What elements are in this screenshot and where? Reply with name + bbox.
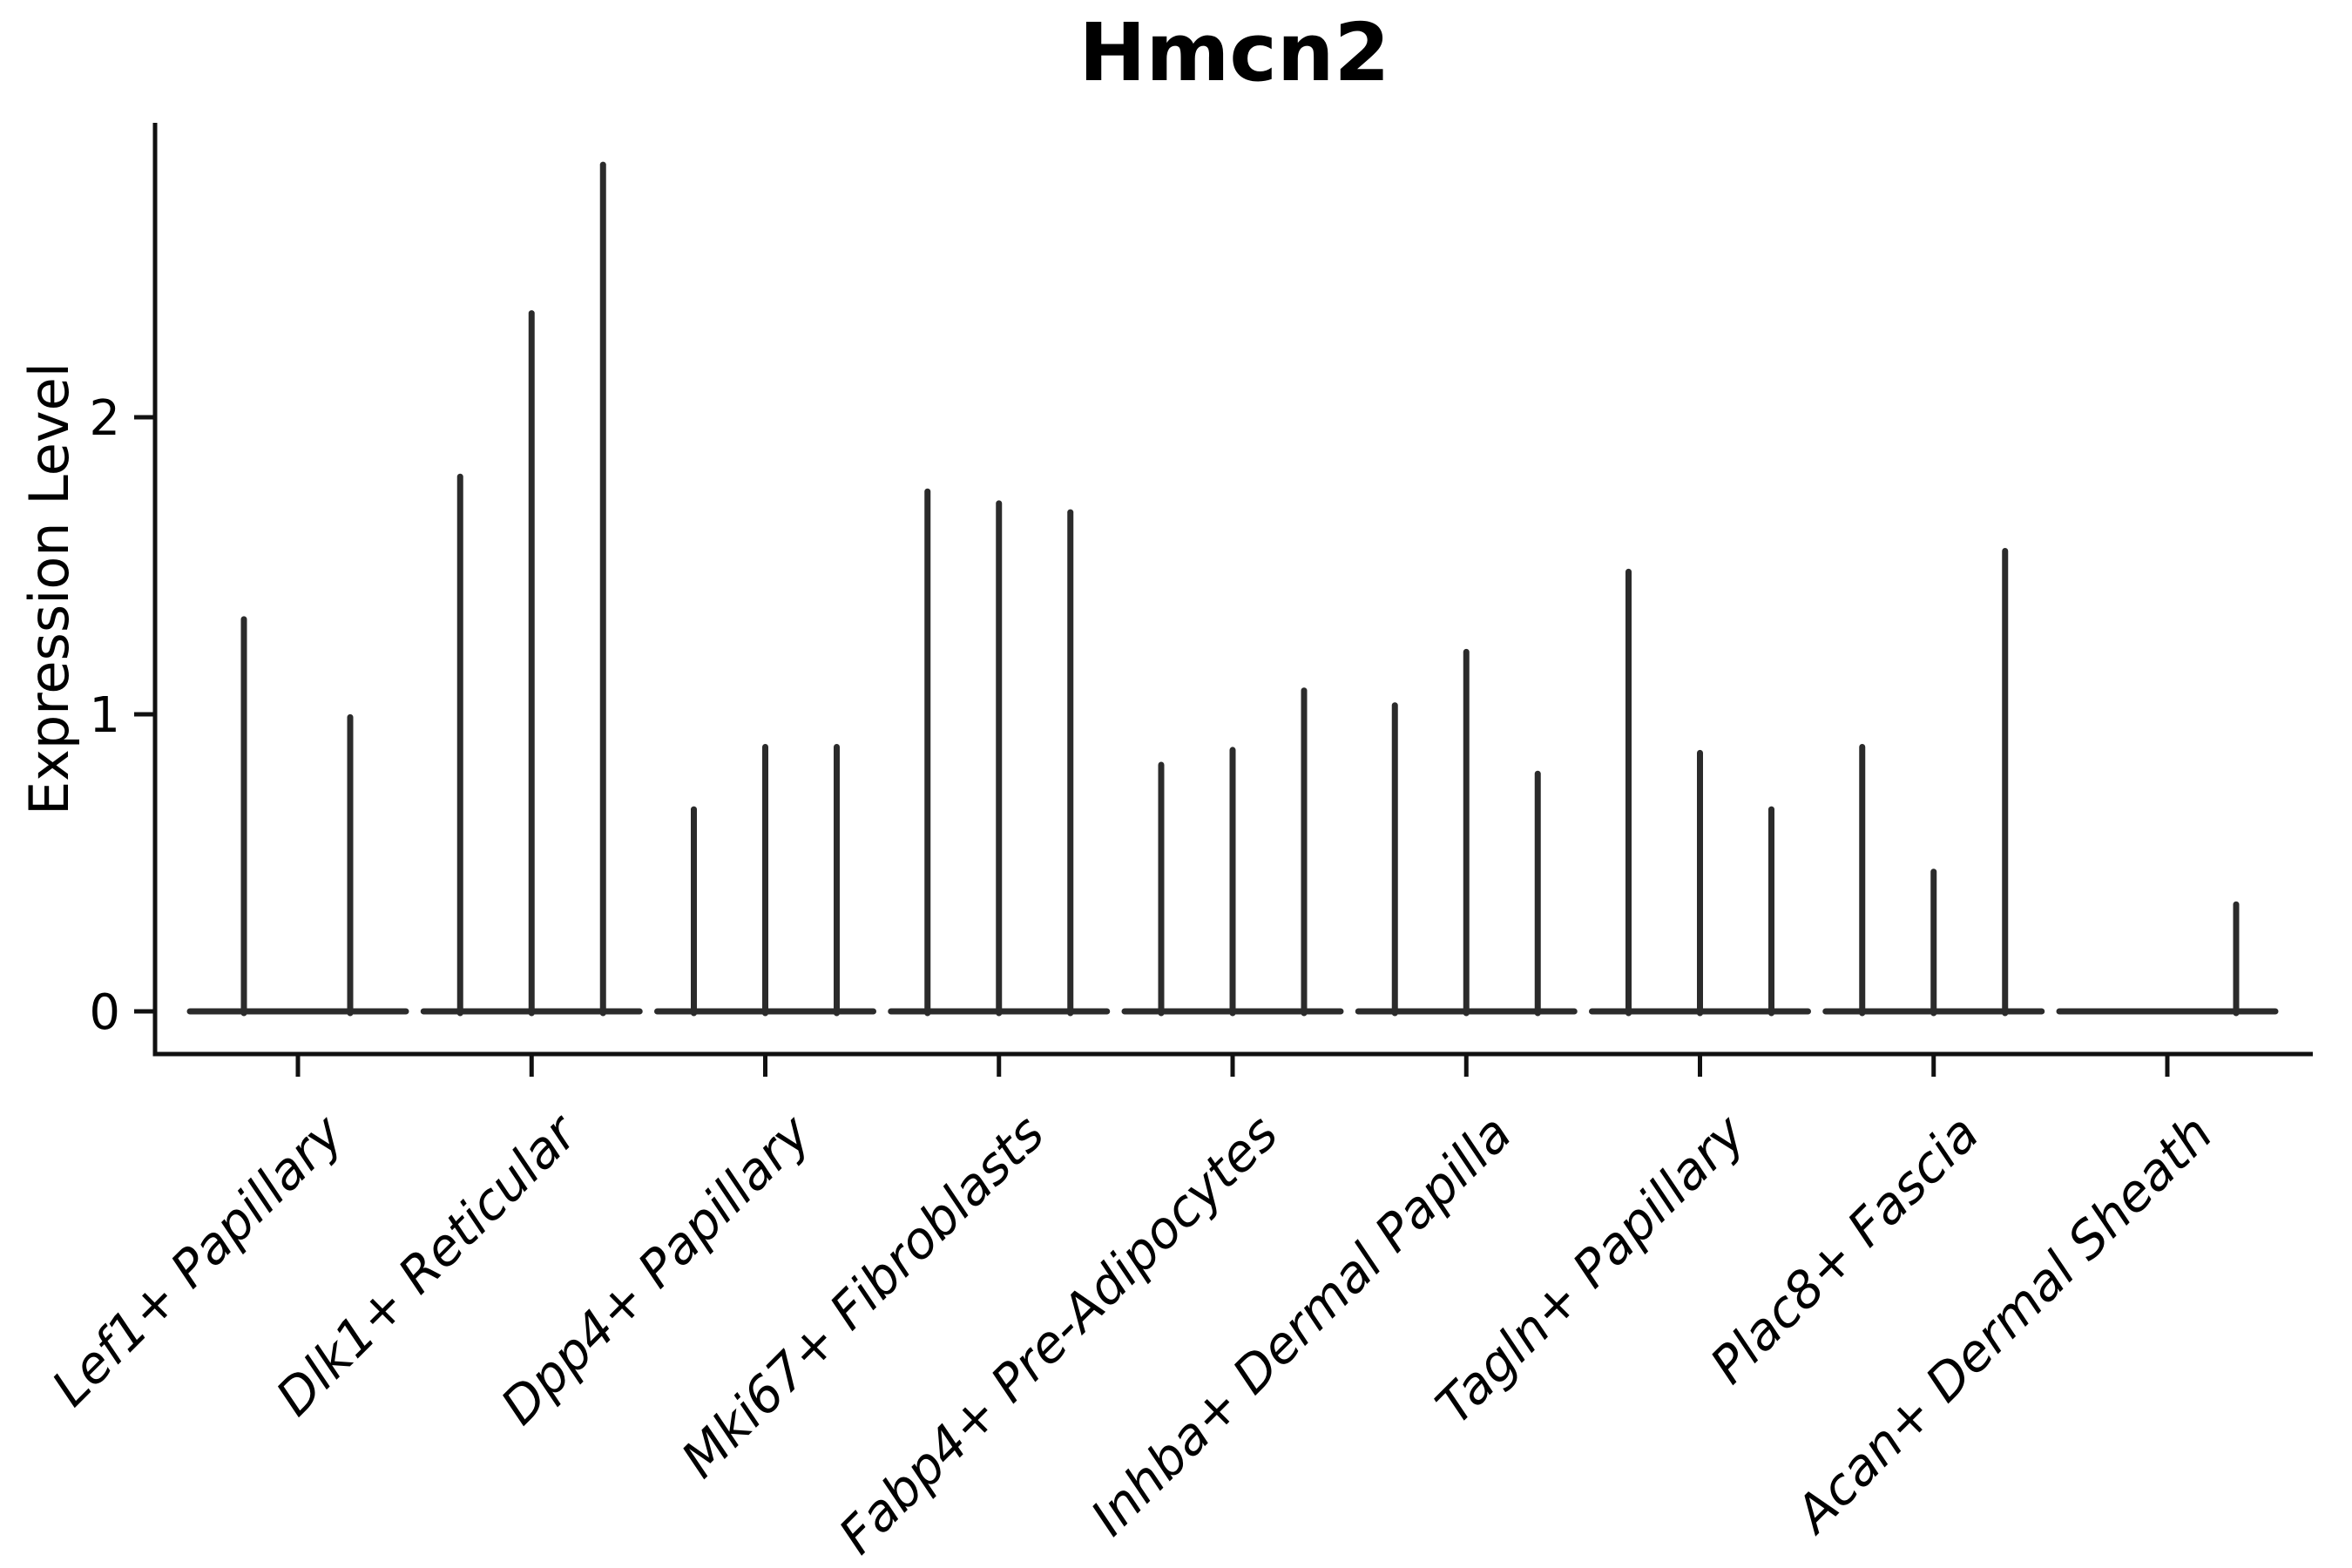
category-label: Inhba+ Dermal Papilla bbox=[1079, 1104, 1523, 1547]
category-label: Acan+ Dermal Sheath bbox=[1781, 1104, 2224, 1546]
y-axis-label: Expression Level bbox=[17, 362, 81, 815]
y-tick-label: 1 bbox=[89, 687, 120, 744]
y-tick-label: 0 bbox=[89, 984, 120, 1041]
category-label: Fabp4+ Pre-Adipocytes bbox=[828, 1104, 1289, 1565]
chart-title: Hmcn2 bbox=[1079, 6, 1390, 99]
y-tick-label: 2 bbox=[89, 390, 120, 447]
